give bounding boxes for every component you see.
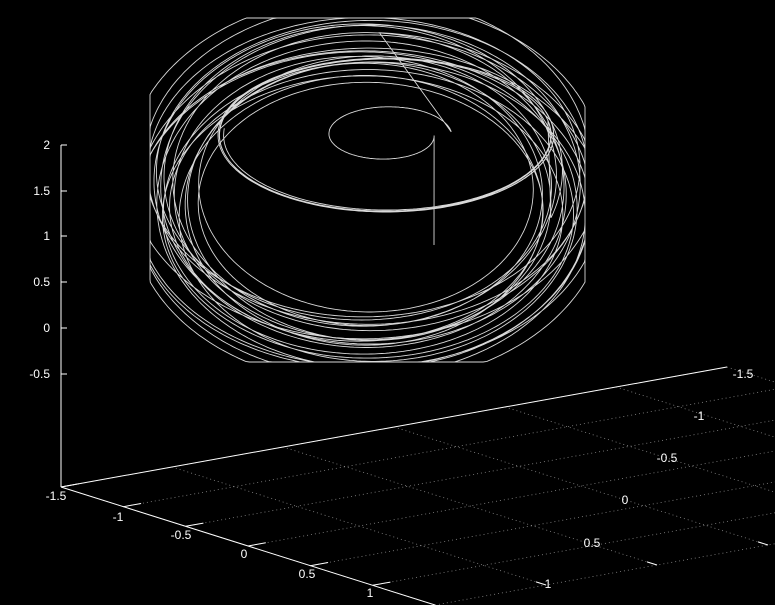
grid-line-x [247,450,775,547]
z-tick-label-1.5: 1.5 [33,184,50,198]
x-tick-label-1: 1 [367,586,374,600]
x-tick-mark [60,483,79,488]
y-tick-label-0: 0 [622,493,629,507]
y-tick-label-neg1: -1 [694,409,705,423]
y-tick-label-0.5: 0.5 [584,536,601,550]
y-axis-ticks: -1.5 -1 -0.5 0 0.5 1 [535,367,769,591]
grid-line-y [393,426,769,546]
y-tick-label-neg1.5: -1.5 [733,367,754,381]
grid-line-y [282,446,658,566]
y-tick-mark [757,541,769,546]
grid-line-x [372,512,775,586]
y-tick-label-neg0.5: -0.5 [657,451,678,465]
z-tick-label-2: 2 [43,138,50,152]
x-tick-label-neg1.5: -1.5 [46,489,67,503]
x-axis-ticks: -1.5 -1 -0.5 0 0.5 1 [46,483,391,600]
grid-line-x [185,419,775,527]
attractor-curve [149,17,586,363]
x-tick-mark [123,503,142,508]
z-tick-label-neg0.5: -0.5 [29,367,50,381]
grid-line-y [504,406,775,493]
x-tick-mark [372,581,391,586]
attractor-trajectory-line [149,17,586,363]
z-tick-label-0.5: 0.5 [33,275,50,289]
grid-line-x [123,388,775,508]
x-tick-label-neg0.5: -0.5 [171,528,192,542]
x-tick-label-neg1: -1 [113,510,124,524]
x-tick-mark [310,562,329,567]
x-tick-label-0.5: 0.5 [299,567,316,581]
y-axis-line [60,366,728,488]
x-tick-label-0: 0 [241,547,248,561]
y-tick-label-1: 1 [545,577,552,591]
z-axis-ticks: 2 1.5 1 0.5 0 -0.5 [29,138,67,381]
x-tick-mark [247,542,266,547]
x-tick-mark [185,522,204,527]
z-tick-label-1: 1 [43,229,50,243]
y-tick-mark [646,561,658,566]
z-tick-label-0: 0 [43,321,50,335]
grid-line-x [310,481,775,567]
y-tick-mark [535,581,547,586]
